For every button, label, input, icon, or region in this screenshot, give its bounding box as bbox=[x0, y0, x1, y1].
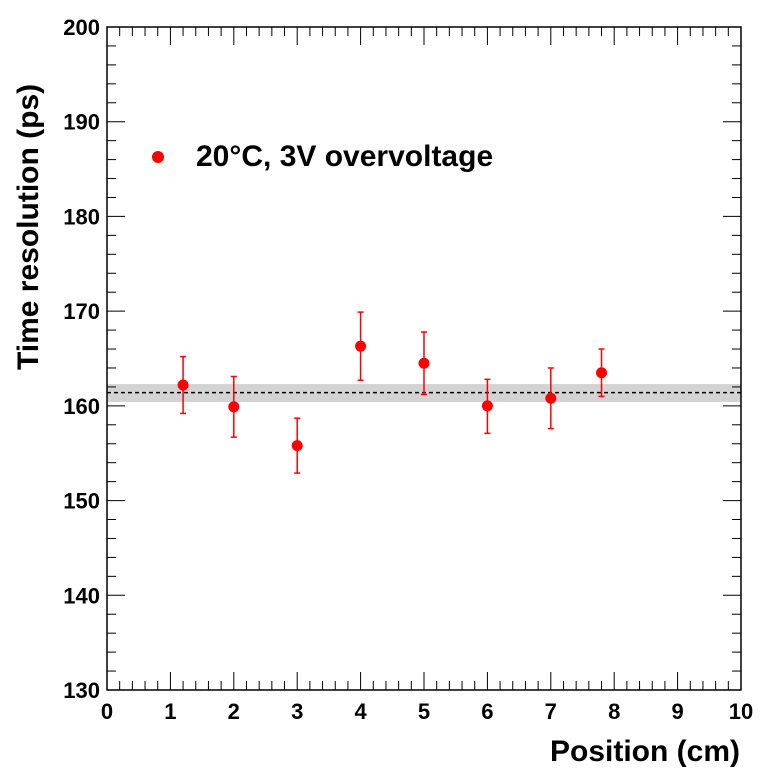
x-tick-label: 6 bbox=[481, 699, 493, 724]
x-tick-label: 7 bbox=[545, 699, 557, 724]
y-tick-label: 150 bbox=[63, 489, 100, 514]
y-tick-label: 140 bbox=[63, 583, 100, 608]
y-axis-title: Time resolution (ps) bbox=[12, 84, 45, 370]
x-axis-title: Position (cm) bbox=[550, 735, 740, 768]
y-tick-label: 170 bbox=[63, 299, 100, 324]
data-point bbox=[228, 401, 240, 413]
y-tick-label: 130 bbox=[63, 678, 100, 703]
x-tick-label: 1 bbox=[164, 699, 176, 724]
legend-label: 20°C, 3V overvoltage bbox=[196, 140, 493, 173]
data-point bbox=[545, 392, 557, 404]
data-point bbox=[481, 400, 493, 412]
data-point bbox=[355, 340, 367, 352]
x-tick-label: 2 bbox=[228, 699, 240, 724]
x-tick-label: 5 bbox=[418, 699, 430, 724]
data-point bbox=[177, 379, 189, 391]
y-tick-label: 200 bbox=[63, 15, 100, 40]
x-tick-label: 9 bbox=[671, 699, 683, 724]
y-tick-label: 160 bbox=[63, 394, 100, 419]
x-tick-label: 3 bbox=[291, 699, 303, 724]
x-tick-label: 0 bbox=[101, 699, 113, 724]
data-point bbox=[418, 357, 430, 369]
x-tick-label: 8 bbox=[608, 699, 620, 724]
data-point bbox=[291, 440, 303, 452]
y-tick-label: 180 bbox=[63, 204, 100, 229]
data-point bbox=[596, 367, 608, 379]
legend-marker bbox=[152, 151, 164, 163]
x-tick-label: 10 bbox=[729, 699, 753, 724]
y-tick-label: 190 bbox=[63, 110, 100, 135]
x-tick-label: 4 bbox=[354, 699, 367, 724]
